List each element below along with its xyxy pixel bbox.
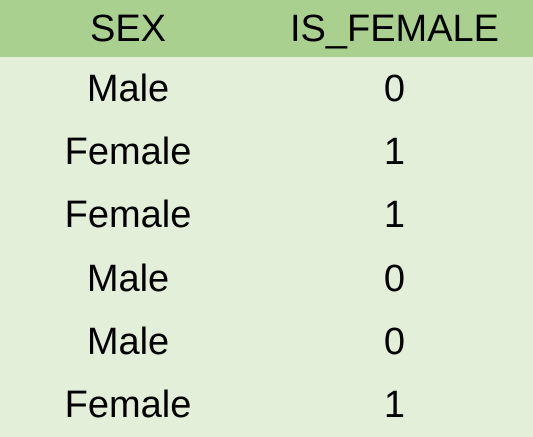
table-cell-sex: Male xyxy=(0,246,256,311)
table-cell-is-female: 0 xyxy=(256,246,533,311)
header-sex: SEX xyxy=(0,0,256,57)
table-cell-is-female: 1 xyxy=(256,120,533,184)
table-cell-sex: Female xyxy=(0,373,256,437)
table-cell-sex: Female xyxy=(0,120,256,184)
table-cell-is-female: 1 xyxy=(256,373,533,437)
table-cell-is-female: 0 xyxy=(256,57,533,121)
header-is-female: IS_FEMALE xyxy=(256,0,533,57)
table-cell-is-female: 1 xyxy=(256,183,533,247)
table-cell-is-female: 0 xyxy=(256,310,533,374)
table-cell-sex: Male xyxy=(0,57,256,121)
table-cell-sex: Female xyxy=(0,183,256,247)
table-cell-sex: Male xyxy=(0,310,256,374)
